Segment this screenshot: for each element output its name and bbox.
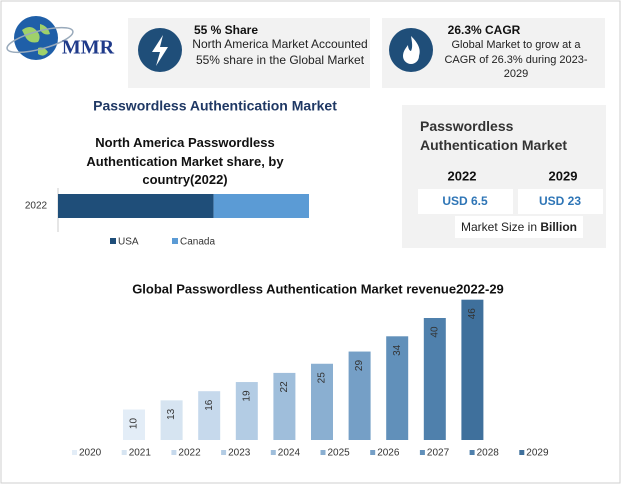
legend-label: 2023 bbox=[228, 448, 251, 459]
bar bbox=[198, 391, 221, 440]
chart-title: North America Passwordless Authenticatio… bbox=[86, 135, 284, 187]
legend-swatch bbox=[519, 450, 525, 455]
caption-text: Market Size in bbox=[461, 220, 540, 234]
value-label: 34 bbox=[392, 344, 403, 356]
legend-label: 2022 bbox=[178, 448, 201, 459]
legend-swatch bbox=[110, 238, 116, 244]
bar bbox=[273, 372, 296, 440]
card-heading: 55 % Share bbox=[194, 23, 258, 37]
value-label: 13 bbox=[166, 408, 177, 420]
bar bbox=[423, 318, 446, 440]
year: 2029 bbox=[549, 168, 578, 183]
value-label: 22 bbox=[279, 381, 290, 393]
value-label: 16 bbox=[204, 399, 215, 411]
bar bbox=[311, 363, 333, 440]
logo: MMR bbox=[6, 16, 115, 60]
year: 2022 bbox=[448, 168, 477, 183]
y-tick-label: 2022 bbox=[25, 201, 48, 212]
legend-label: 2029 bbox=[526, 448, 549, 459]
value-label: 40 bbox=[429, 326, 440, 338]
legend-swatch bbox=[469, 450, 475, 455]
value-label: 19 bbox=[241, 390, 252, 402]
legend-swatch bbox=[320, 450, 326, 455]
legend-label: 2026 bbox=[377, 448, 400, 459]
chart-title: Global Passwordless Authentication Marke… bbox=[132, 281, 504, 296]
caption-bold: Billion bbox=[540, 220, 577, 234]
card-heading: 26.3% CAGR bbox=[448, 23, 521, 37]
bar bbox=[348, 351, 371, 440]
legend-swatch bbox=[72, 450, 77, 455]
card-body: Global Market to grow at a CAGR of 26.3%… bbox=[444, 39, 588, 80]
amount: USD 23 bbox=[539, 194, 581, 208]
legend-swatch bbox=[221, 450, 227, 455]
bar-segment bbox=[213, 194, 309, 218]
bar-segment bbox=[58, 194, 214, 218]
legend-label: 2020 bbox=[79, 448, 102, 459]
amount-box bbox=[418, 189, 513, 214]
legend-swatch bbox=[370, 450, 376, 455]
legend-label: 2028 bbox=[477, 448, 500, 459]
legend-label: 2021 bbox=[129, 448, 152, 459]
bar bbox=[235, 382, 258, 440]
caption: Market Size in Billion bbox=[461, 220, 577, 234]
logo-text: MMR bbox=[62, 37, 115, 59]
value-label: 10 bbox=[129, 418, 140, 430]
chart-title-box: North America Passwordless Authenticatio… bbox=[86, 135, 284, 187]
section-title: Passwordless Authentication Market bbox=[93, 98, 337, 114]
value-label: 29 bbox=[354, 360, 365, 372]
market-title-box: Passwordless Authentication Market bbox=[420, 118, 568, 153]
legend-swatch bbox=[270, 450, 276, 455]
legend-label: 2025 bbox=[328, 448, 351, 459]
legend-label: 2024 bbox=[278, 448, 301, 459]
card-body: North America Market Accounted 55% share… bbox=[192, 37, 368, 67]
bar bbox=[123, 409, 145, 440]
amount: USD 6.5 bbox=[442, 194, 488, 208]
legend-label: Canada bbox=[180, 237, 215, 248]
card-body-box: North America Market Accounted 55% share… bbox=[192, 37, 368, 67]
value-label: 46 bbox=[467, 308, 478, 320]
bar bbox=[386, 336, 409, 440]
icon bbox=[389, 28, 433, 72]
value-label: 25 bbox=[317, 372, 328, 384]
icon-bolt bbox=[152, 35, 168, 66]
bar bbox=[461, 299, 484, 440]
bar bbox=[160, 400, 183, 440]
market-title: Passwordless Authentication Market bbox=[420, 118, 568, 153]
icon-flame bbox=[403, 36, 420, 64]
amount-box bbox=[518, 189, 603, 214]
legend-swatch bbox=[121, 450, 127, 455]
card-body-box: Global Market to grow at a CAGR of 26.3%… bbox=[444, 39, 588, 80]
legend-swatch bbox=[171, 450, 177, 455]
caption-box bbox=[455, 216, 583, 238]
legend-label: USA bbox=[118, 237, 139, 248]
legend-label: 2027 bbox=[427, 448, 450, 459]
legend-swatch bbox=[172, 238, 178, 244]
legend-swatch bbox=[419, 450, 425, 455]
